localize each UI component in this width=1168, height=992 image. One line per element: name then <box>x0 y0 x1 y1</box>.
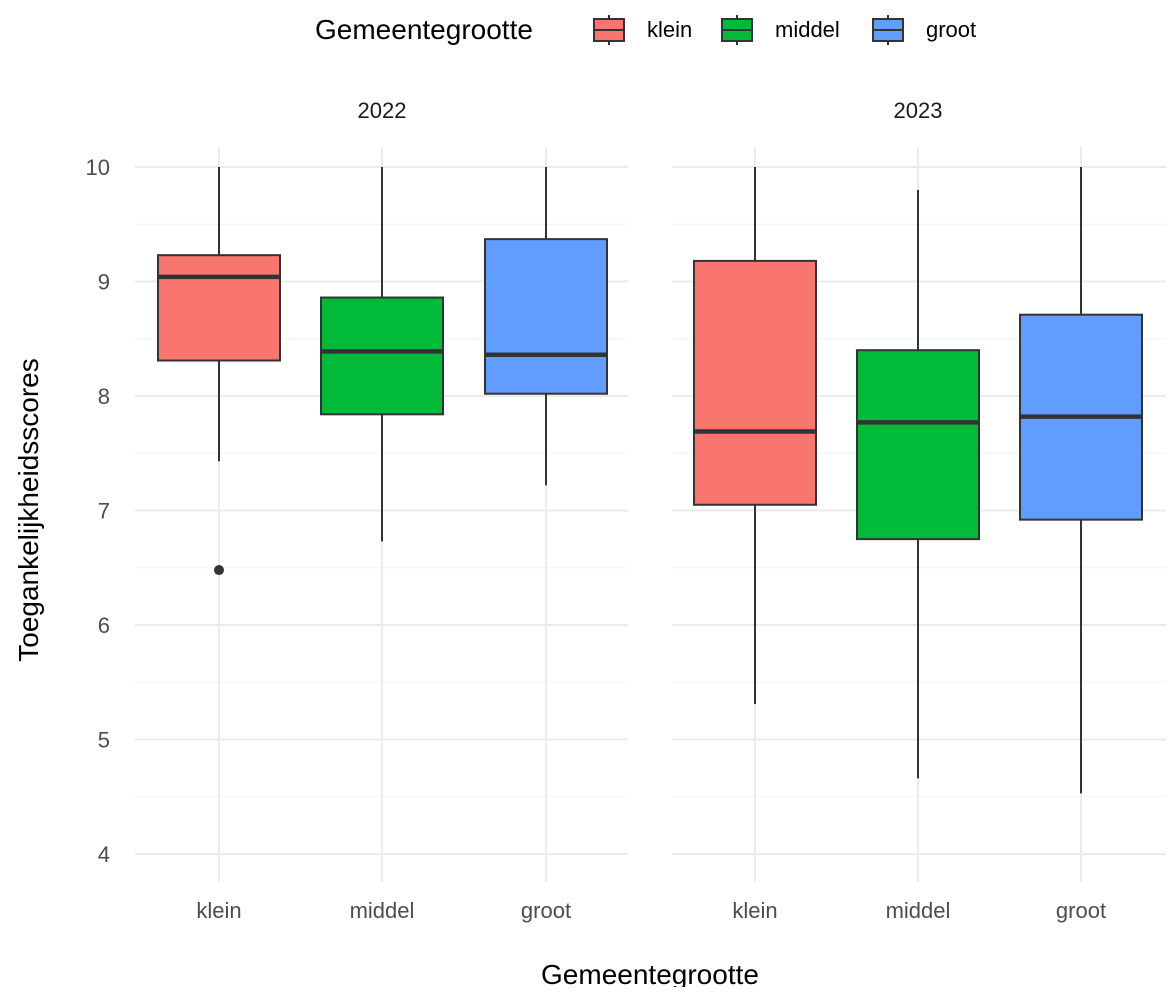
facet-strip-label: 2022 <box>358 98 407 123</box>
y-tick-label: 6 <box>98 613 110 638</box>
legend-label: klein <box>647 17 692 42</box>
x-tick-label: groot <box>521 898 571 923</box>
legend-item-middel: middel <box>721 15 840 45</box>
y-tick-label: 7 <box>98 499 110 524</box>
legend-item-groot: groot <box>872 15 976 45</box>
y-tick-label: 9 <box>98 270 110 295</box>
box-2022-groot <box>484 167 608 486</box>
legend-item-klein: klein <box>593 15 692 45</box>
y-tick-label: 8 <box>98 384 110 409</box>
x-tick-label: klein <box>196 898 241 923</box>
legend-label: groot <box>926 17 976 42</box>
grid-layer <box>135 147 1166 882</box>
box-2022-middel <box>320 167 444 542</box>
x-axis-title: Gemeentegrootte <box>541 959 759 987</box>
x-tick-label: klein <box>732 898 777 923</box>
box-layer <box>157 167 1143 794</box>
facet-strip-label: 2023 <box>894 98 943 123</box>
y-axis-title: Toegankelijkheidsscores <box>13 358 44 662</box>
iqr-box <box>157 254 281 362</box>
box-2022-klein <box>157 167 281 576</box>
y-tick-label: 5 <box>98 728 110 753</box>
iqr-box <box>320 296 444 416</box>
x-tick-label: middel <box>350 898 415 923</box>
x-tick-label: middel <box>886 898 951 923</box>
text-layer: Gemeentegrootte Gemeentegrootte Toeganke… <box>13 14 1106 990</box>
y-tick-label: 10 <box>86 155 110 180</box>
x-tick-label: groot <box>1056 898 1106 923</box>
legend-label: middel <box>775 17 840 42</box>
legend-title: Gemeentegrootte <box>315 14 533 45</box>
y-tick-label: 4 <box>98 842 110 867</box>
outlier-point <box>214 565 224 576</box>
iqr-box <box>484 238 608 395</box>
legend: klein middel groot <box>593 15 976 45</box>
iqr-box <box>856 349 980 541</box>
iqr-box <box>693 259 817 506</box>
box-2023-klein <box>693 167 817 705</box>
box-2023-middel <box>856 189 980 779</box>
box-2023-groot <box>1019 167 1143 794</box>
